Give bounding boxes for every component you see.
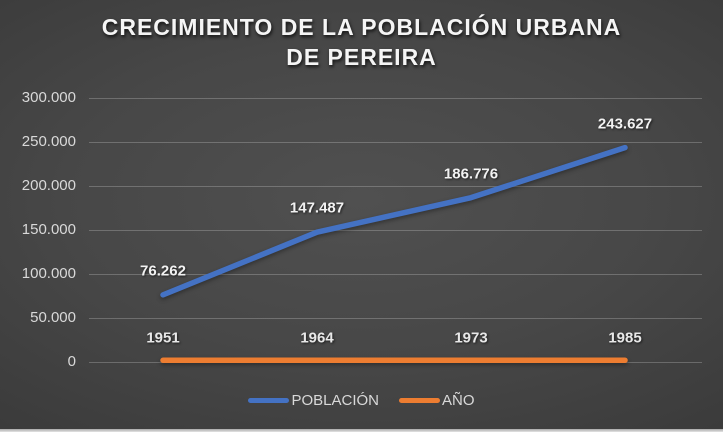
y-tick-label: 0 — [67, 353, 76, 370]
y-tick-label: 100.000 — [21, 265, 76, 282]
data-label-poblacion: 76.262 — [140, 262, 186, 280]
y-tick-label: 50.000 — [30, 309, 76, 326]
data-label-ano-year: 1964 — [300, 329, 334, 347]
data-label-ano-year: 1985 — [608, 329, 642, 347]
legend: POBLACIÓN AÑO — [0, 392, 723, 409]
gridline — [89, 273, 702, 275]
chart-title-text: CRECIMIENTO DE LA POBLACIÓN URBANA DE PE… — [101, 14, 622, 70]
gridline — [89, 317, 702, 319]
chart-title: CRECIMIENTO DE LA POBLACIÓN URBANA DE PE… — [0, 12, 723, 72]
y-tick-label: 250.000 — [21, 133, 76, 150]
gridline — [89, 185, 702, 187]
legend-swatch-poblacion — [248, 398, 290, 403]
gridline — [89, 141, 702, 143]
slide-bottom-edge — [0, 429, 723, 432]
y-tick-label: 150.000 — [21, 221, 76, 238]
data-label-poblacion: 147.487 — [289, 199, 345, 217]
legend-item-ano: AÑO — [399, 392, 475, 409]
legend-item-poblacion: POBLACIÓN — [248, 392, 379, 409]
data-label-ano-year: 1973 — [454, 329, 488, 347]
gridline — [89, 97, 702, 99]
data-label-poblacion: 186.776 — [443, 165, 499, 183]
series-line-poblacion — [160, 144, 628, 298]
legend-label-poblacion: POBLACIÓN — [291, 392, 379, 409]
gridline — [89, 229, 702, 231]
y-tick-label: 200.000 — [21, 177, 76, 194]
y-tick-label: 300.000 — [21, 89, 76, 106]
data-label-poblacion: 243.627 — [597, 115, 653, 133]
legend-label-ano: AÑO — [442, 392, 475, 409]
legend-swatch-ano — [399, 398, 440, 403]
data-label-ano-year: 1951 — [146, 329, 180, 347]
